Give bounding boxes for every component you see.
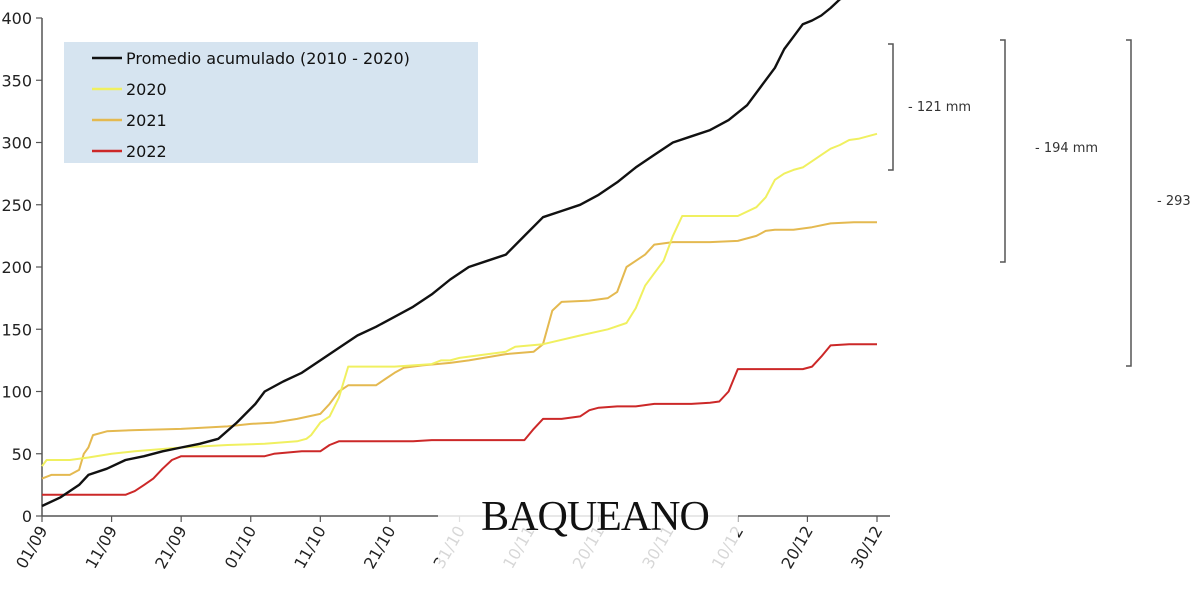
legend-label: 2021 bbox=[126, 111, 167, 130]
y-tick-label: 100 bbox=[1, 383, 32, 402]
series-line-promedio bbox=[41, 0, 842, 508]
bracket-121 bbox=[888, 43, 894, 171]
x-tick-label: 21/10 bbox=[360, 523, 400, 572]
series-line-2021 bbox=[41, 221, 877, 480]
annotation-194: - 194 mm bbox=[1035, 141, 1098, 156]
y-tick-label: 50 bbox=[12, 445, 32, 464]
bracket-194 bbox=[1000, 39, 1006, 263]
annotation-121: - 121 mm bbox=[908, 100, 971, 115]
y-tick-label: 300 bbox=[1, 134, 32, 153]
x-tick-label: 01/10 bbox=[221, 523, 261, 572]
watermark-backdrop bbox=[438, 448, 738, 596]
y-tick-label: 400 bbox=[1, 9, 32, 28]
annotation-293: - 293 bbox=[1157, 194, 1191, 209]
legend: Promedio acumulado (2010 - 2020) 2020 2021… bbox=[92, 49, 410, 161]
y-tick-label: 200 bbox=[1, 258, 32, 277]
y-tick-label: 250 bbox=[1, 196, 32, 215]
series-line-2020 bbox=[41, 132, 878, 467]
x-tick-label: 11/10 bbox=[290, 523, 330, 572]
y-tick-label: 0 bbox=[22, 507, 32, 526]
legend-label: Promedio acumulado (2010 - 2020) bbox=[126, 49, 410, 68]
legend-label: 2020 bbox=[126, 80, 167, 99]
baqueano-logo: BAQUEANO bbox=[481, 494, 709, 540]
series-line-2022 bbox=[42, 343, 877, 496]
series-layer bbox=[41, 0, 878, 508]
x-tick-label: 20/12 bbox=[777, 523, 817, 572]
x-tick-label: 30/12 bbox=[847, 523, 887, 572]
x-tick-label: 21/09 bbox=[151, 523, 191, 572]
y-ticks: 0 50 100 150 200 250 300 350 400 bbox=[1, 9, 42, 526]
y-tick-label: 350 bbox=[1, 71, 32, 90]
x-tick-label: 11/09 bbox=[82, 523, 122, 572]
x-tick-label: 01/09 bbox=[12, 523, 52, 572]
y-tick-label: 150 bbox=[1, 320, 32, 339]
bracket-293 bbox=[1126, 39, 1132, 367]
legend-box bbox=[64, 42, 478, 163]
legend-label: 2022 bbox=[126, 142, 167, 161]
difference-brackets: - 121 mm - 194 mm - 293 bbox=[888, 39, 1191, 367]
